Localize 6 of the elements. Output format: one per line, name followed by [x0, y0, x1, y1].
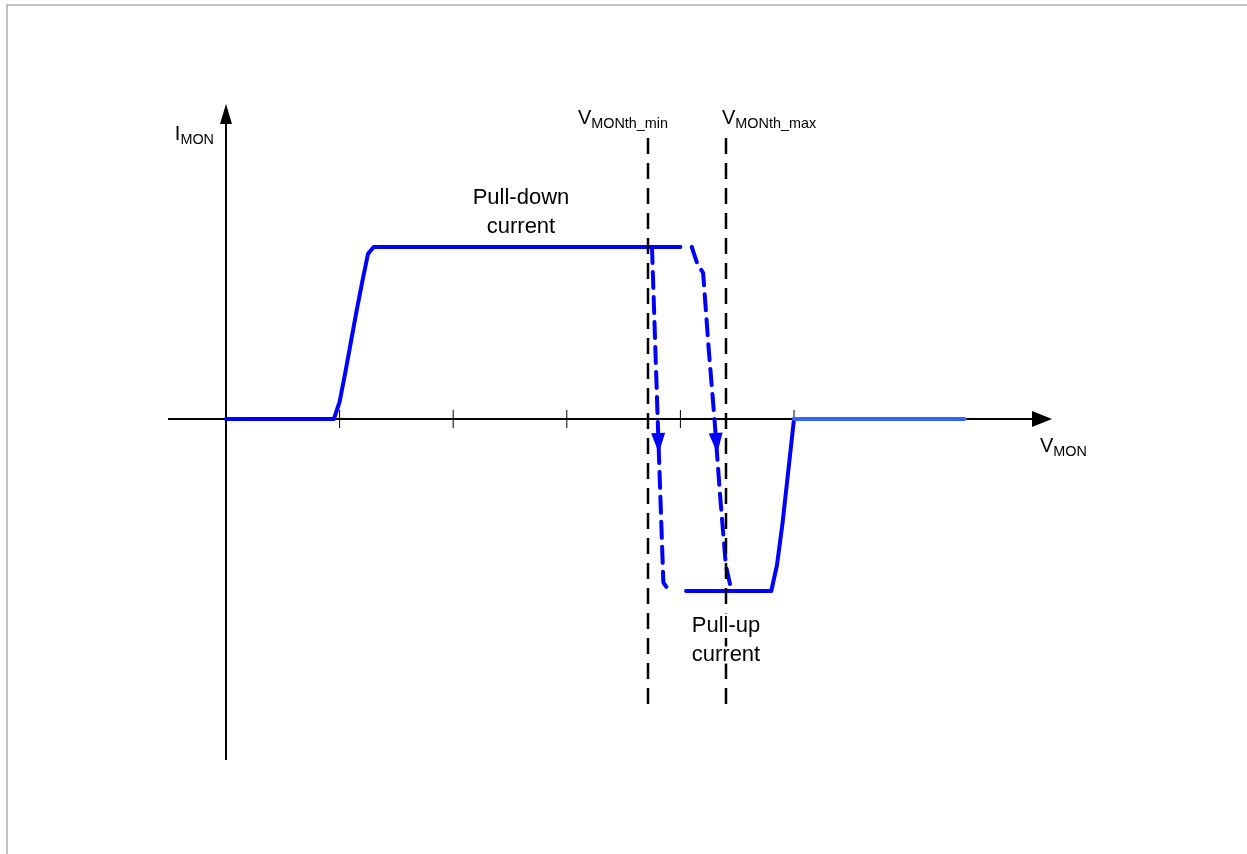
text: V$_{MONth_max}$	[722, 106, 817, 131]
text: Pull-down current	[472, 184, 570, 238]
text: I$_{MON}$	[174, 122, 214, 147]
text: Pull-up current	[691, 612, 761, 666]
x-axis-title: V$_{MON}$	[1040, 434, 1087, 459]
text: V$_{MONth_min}$	[577, 106, 668, 131]
